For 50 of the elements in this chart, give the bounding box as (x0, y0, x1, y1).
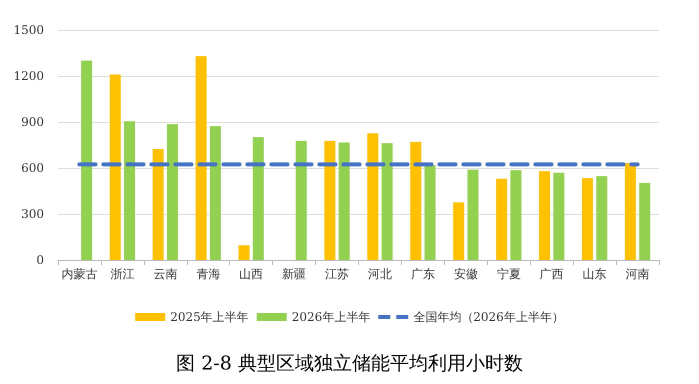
x-tick-label: 河南 (626, 267, 650, 281)
bar (624, 163, 636, 260)
y-tick-label: 300 (21, 207, 44, 221)
bar (152, 148, 164, 260)
bar (496, 178, 508, 260)
bar (424, 165, 436, 260)
bar (196, 56, 207, 260)
legend-label: 2026年上半年 (292, 310, 370, 324)
bar (238, 245, 250, 260)
bar (510, 170, 522, 260)
x-tick-label: 广东 (410, 267, 435, 281)
bar (166, 124, 178, 260)
bar (596, 176, 608, 260)
legend-label: 全国年均（2026年上半年） (413, 310, 564, 324)
bar (252, 137, 264, 260)
x-tick-label: 青海 (196, 267, 220, 281)
x-tick-label: 河北 (368, 267, 392, 281)
x-tick-label: 云南 (153, 267, 178, 281)
bar (553, 172, 564, 260)
bar (367, 133, 378, 260)
x-tick-label: 安徽 (454, 267, 478, 281)
y-tick-label: 0 (36, 253, 44, 267)
y-tick-label: 900 (21, 115, 44, 129)
bar (324, 140, 336, 260)
bar (453, 202, 464, 260)
bar (124, 121, 136, 260)
legend-label: 2025年上半年 (170, 310, 249, 324)
x-tick-label: 广西 (540, 267, 564, 281)
bar (382, 143, 393, 260)
bar (81, 60, 92, 260)
x-tick-label: 新疆 (282, 267, 306, 281)
x-tick-label: 山东 (582, 267, 607, 281)
bar (296, 140, 307, 260)
x-tick-label: 内蒙古 (61, 267, 98, 281)
x-tick-label: 江苏 (325, 267, 350, 281)
x-tick-label: 浙江 (110, 267, 134, 281)
y-tick-label: 1200 (13, 69, 44, 83)
y-tick-label: 1500 (13, 23, 44, 37)
bar (467, 170, 478, 260)
bar (338, 142, 350, 260)
bar (582, 178, 593, 260)
x-tick-label: 山西 (239, 267, 264, 281)
bar (410, 142, 422, 260)
bar (210, 126, 221, 260)
bar (110, 74, 121, 260)
bar (539, 171, 550, 260)
bar (639, 182, 650, 260)
x-tick-label: 宁夏 (496, 267, 521, 281)
text: 图 2-8 典型区域独立储能平均利用小时数 (176, 352, 523, 374)
y-tick-label: 600 (21, 161, 44, 175)
